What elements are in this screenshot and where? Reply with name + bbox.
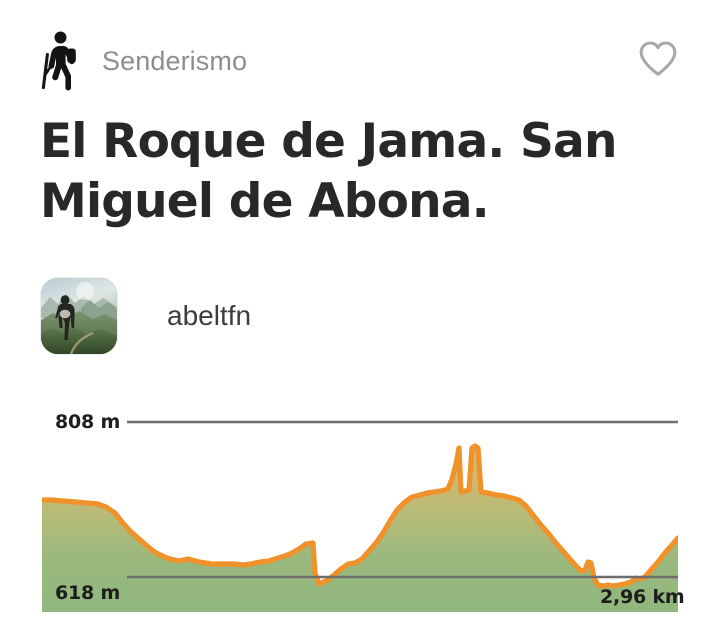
- user-avatar-photo[interactable]: [41, 278, 117, 354]
- elevation-line: [42, 443, 678, 589]
- elevation-max-label: 808 m: [55, 411, 121, 433]
- card-header: Senderismo: [38, 28, 684, 94]
- activity-type-label: Senderismo: [102, 45, 248, 76]
- elevation-profile-chart[interactable]: [42, 396, 678, 612]
- page-title: El Roque de Jama. San Miguel de Abona.: [40, 114, 617, 229]
- author-row[interactable]: abeltfn: [41, 277, 251, 355]
- elevation-min-label: 618 m: [55, 582, 121, 604]
- favorite-button[interactable]: [634, 37, 682, 85]
- heart-outline-icon: [638, 40, 678, 83]
- hiker-icon: [38, 30, 84, 92]
- author-username[interactable]: abeltfn: [167, 300, 252, 331]
- elevation-area: [42, 446, 678, 612]
- distance-label: 2,96 km: [600, 586, 685, 608]
